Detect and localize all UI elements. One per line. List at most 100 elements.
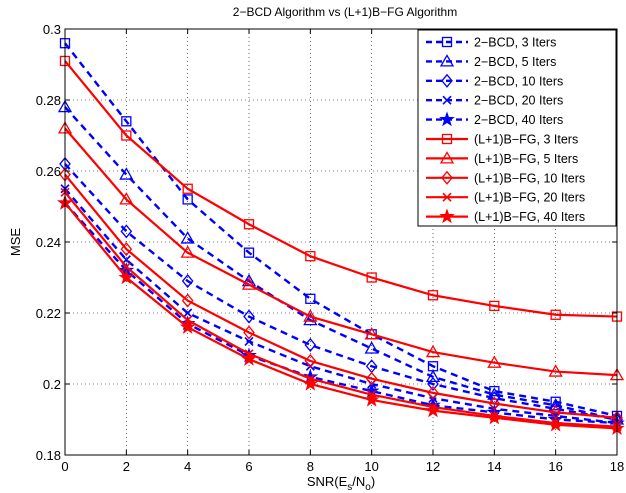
legend-label: (L+1)B−FG, 40 Iters: [474, 210, 585, 224]
marker-triangle: [119, 192, 134, 205]
data-point: [182, 194, 193, 205]
x-tick-label: 14: [487, 459, 501, 474]
marker-star: [363, 391, 380, 407]
marker-triangle: [364, 341, 379, 354]
data-point: [425, 402, 441, 418]
data-point: [363, 391, 380, 407]
legend-item: 2−BCD, 3 Iters: [426, 36, 556, 50]
marker-square: [121, 116, 132, 127]
data-point: [489, 385, 500, 397]
y-tick-label: 0.2: [43, 377, 61, 392]
x-label-mid: /N: [352, 474, 365, 489]
data-point: [241, 277, 257, 290]
x-tick-label: 18: [610, 459, 624, 474]
marker-triangle: [548, 397, 563, 411]
y-tick-label: 0.26: [36, 164, 61, 179]
marker-triangle: [119, 167, 134, 180]
data-point: [120, 242, 133, 257]
legend-item: (L+1)B−FG, 10 Iters: [426, 170, 585, 185]
x-tick-label: 10: [364, 459, 378, 474]
marker-star: [118, 269, 135, 285]
x-label-sub1: s: [347, 482, 352, 493]
data-point: [427, 290, 439, 301]
data-point: [304, 353, 317, 368]
legend-item: 2−BCD, 5 Iters: [426, 54, 556, 69]
data-point: [303, 312, 318, 326]
y-tick-label: 0.18: [36, 448, 61, 463]
data-point: [182, 183, 193, 194]
data-point: [119, 192, 134, 205]
legend-label: 2−BCD, 3 Iters: [474, 36, 556, 50]
data-point: [489, 300, 500, 312]
data-point: [425, 369, 441, 383]
legend-label: 2−BCD, 40 Iters: [474, 113, 563, 127]
x-label-sub2: o: [365, 482, 371, 493]
marker-square: [121, 130, 132, 141]
data-point: [181, 274, 194, 289]
y-tick-label: 0.3: [43, 22, 61, 37]
data-point: [241, 350, 257, 366]
legend-item: (L+1)B−FG, 20 Iters: [426, 191, 585, 205]
marker-square: [427, 290, 439, 301]
marker-star: [425, 402, 441, 418]
marker-x: [244, 336, 254, 346]
x-tick-label: 12: [426, 459, 440, 474]
marker-diamond: [243, 325, 255, 340]
data-point: [427, 376, 439, 392]
data-point: [303, 309, 318, 322]
marker-diamond: [427, 376, 439, 392]
x-tick-label: 6: [245, 459, 252, 474]
data-point: [427, 385, 439, 400]
legend-item: 2−BCD, 20 Iters: [426, 94, 563, 108]
data-point: [243, 309, 255, 324]
marker-diamond: [120, 224, 133, 239]
x-label-end: ): [371, 474, 375, 489]
marker-square: [441, 36, 453, 48]
legend-item: 2−BCD, 10 Iters: [426, 73, 563, 88]
legend-marker: [439, 151, 455, 164]
marker-diamond: [181, 293, 194, 308]
data-point: [364, 341, 379, 354]
y-tick-label: 0.22: [36, 306, 61, 321]
legend-marker: [439, 111, 455, 127]
data-point: [547, 416, 564, 432]
data-point: [487, 355, 502, 368]
marker-triangle: [439, 54, 455, 67]
data-point: [550, 309, 561, 320]
marker-x: [442, 95, 452, 105]
legend-marker: [441, 36, 453, 48]
series-line: [64, 173, 618, 419]
data-point: [305, 293, 316, 304]
marker-diamond: [441, 170, 453, 185]
legend-label: 2−BCD, 5 Iters: [474, 55, 556, 69]
marker-square: [441, 133, 453, 145]
legend-item: (L+1)B−FG, 3 Iters: [426, 133, 578, 147]
data-point: [487, 387, 502, 400]
series-line: [64, 60, 618, 318]
legend-marker: [442, 95, 452, 105]
series-lines: [57, 38, 625, 436]
legend-marker: [441, 133, 453, 145]
legend: 2−BCD, 3 Iters 2−BCD, 5 Iters 2−BCD, 10 It…: [417, 29, 617, 227]
marker-triangle: [303, 312, 318, 326]
legend-marker: [439, 54, 455, 67]
series-line: [64, 202, 618, 425]
data-point: [121, 116, 132, 127]
legend-label: (L+1)B−FG, 20 Iters: [474, 191, 585, 205]
legend-marker: [441, 170, 453, 185]
marker-square: [182, 194, 193, 205]
series-2-bcd-5-iters: [57, 99, 625, 425]
x-tick-label: 4: [184, 459, 191, 474]
series-line: [64, 191, 618, 428]
marker-square: [243, 247, 255, 258]
data-point: [486, 409, 503, 425]
data-point: [425, 344, 441, 358]
marker-diamond: [243, 309, 255, 324]
marker-square: [305, 293, 316, 304]
x-tick-label: 0: [61, 459, 68, 474]
marker-triangle: [241, 277, 257, 290]
marker-square: [489, 385, 500, 397]
series-line: [64, 127, 618, 377]
marker-x: [442, 192, 452, 202]
